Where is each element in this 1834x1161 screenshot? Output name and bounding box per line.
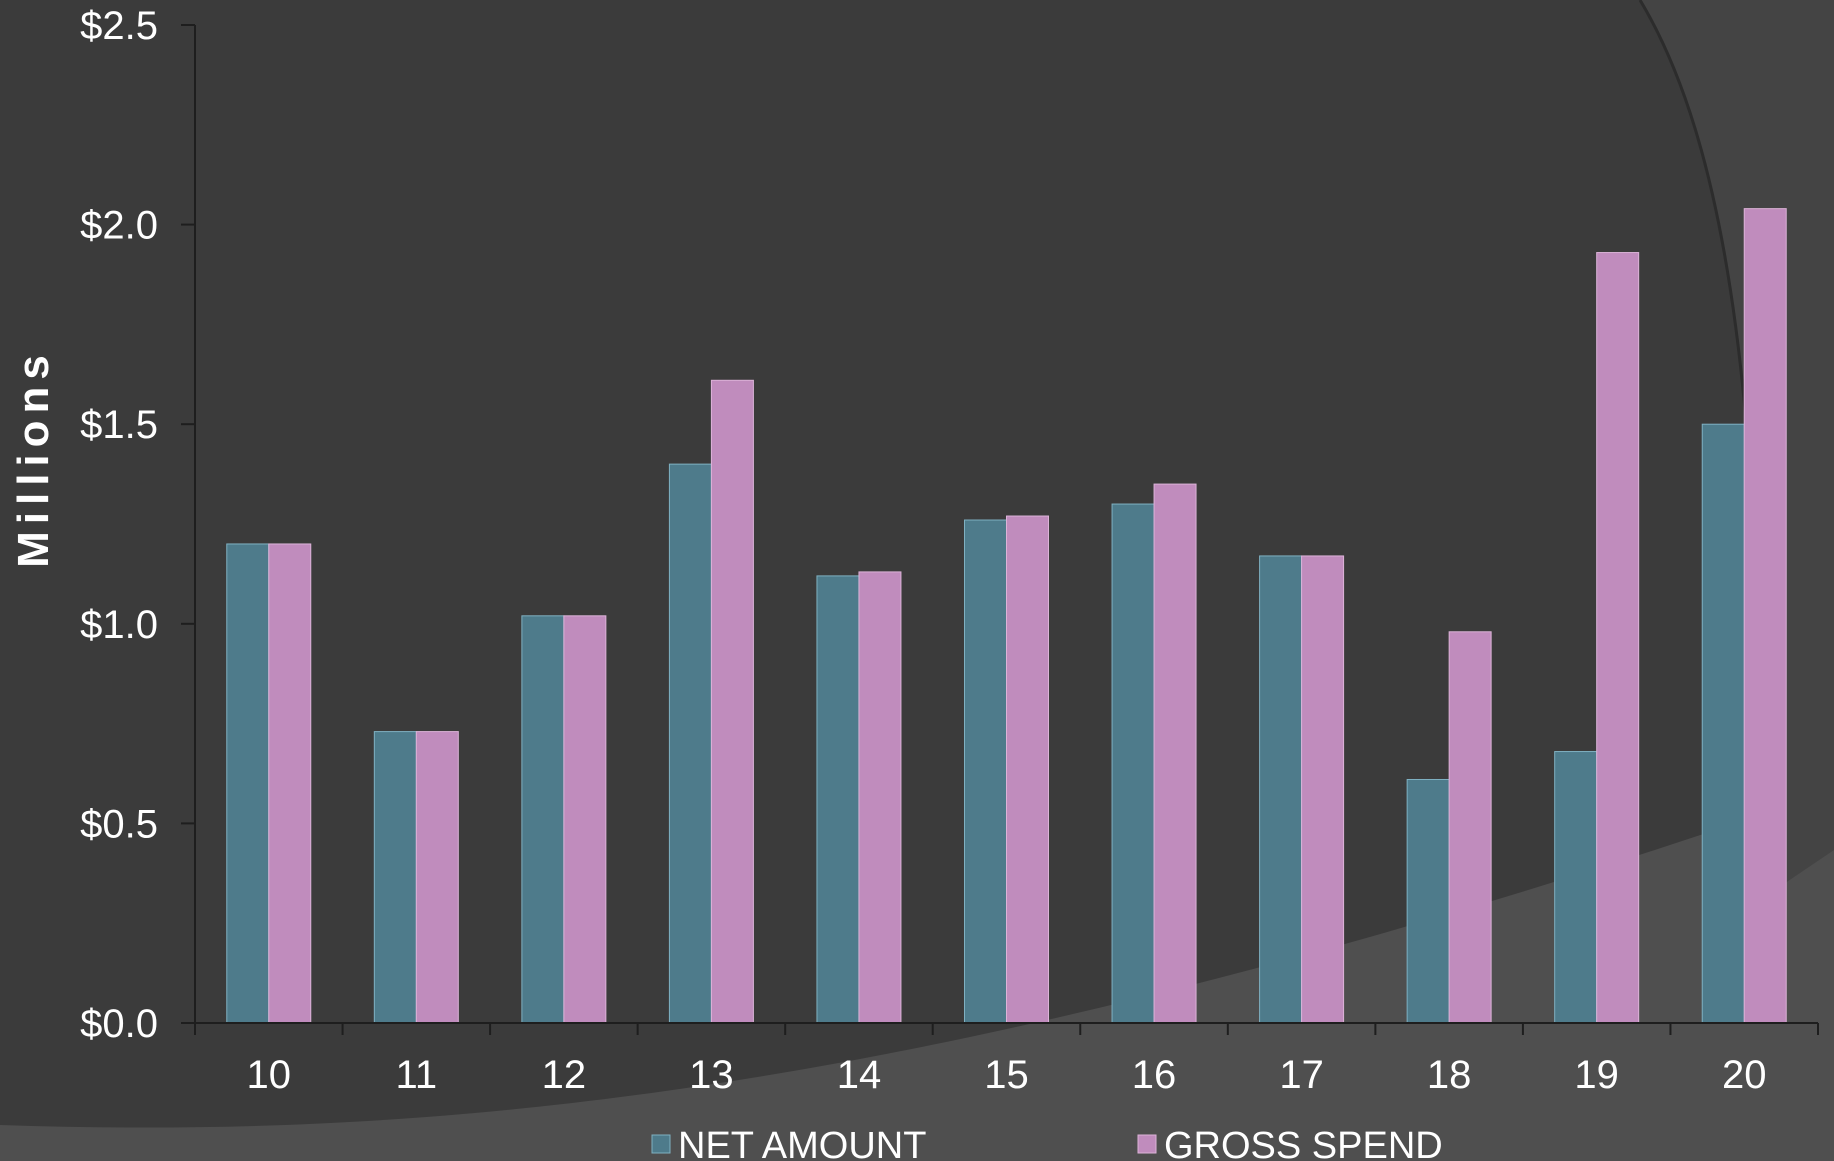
x-tick-label: 11: [396, 1053, 438, 1097]
bar-gross-spend-10: [268, 543, 312, 1024]
bar-net-amount-20: [1701, 423, 1745, 1024]
bar-net-amount-12: [521, 615, 565, 1024]
bar-net-amount-19: [1554, 751, 1598, 1024]
x-tick-label: 19: [1574, 1053, 1619, 1097]
x-tick-labels: 10 11 12 13 14 15 16 17 18 19 20: [247, 1053, 1767, 1097]
bar-gross-spend-13: [710, 379, 754, 1024]
y-tick-label: $1.5: [80, 403, 158, 447]
legend-label-gross-spend: GROSS SPEND: [1164, 1125, 1443, 1161]
x-tick-label: 20: [1722, 1053, 1767, 1097]
x-tick-label: 10: [247, 1053, 292, 1097]
x-tick-label: 15: [984, 1053, 1029, 1097]
x-tick-label: 18: [1427, 1053, 1472, 1097]
bar-net-amount-14: [816, 575, 860, 1024]
x-tick-label: 13: [689, 1053, 734, 1097]
y-tick-label: $1.0: [80, 603, 158, 647]
y-tick-labels: $0.0 $0.5 $1.0 $1.5 $2.0 $2.5: [80, 4, 158, 1046]
y-tick-label: $0.0: [80, 1002, 158, 1046]
x-tick-label: 16: [1132, 1053, 1177, 1097]
bar-gross-spend-20: [1743, 208, 1787, 1024]
bar-gross-spend-18: [1448, 631, 1492, 1024]
y-tick-label: $0.5: [80, 802, 158, 846]
y-tick-label: $2.5: [80, 4, 158, 48]
bar-gross-spend-16: [1153, 483, 1197, 1024]
bar-net-amount-11: [373, 731, 417, 1024]
bar-gross-spend-12: [563, 615, 607, 1024]
tick-marks: [181, 24, 1819, 1035]
legend-swatch-net-amount: [651, 1134, 671, 1154]
bar-gross-spend-11: [415, 731, 459, 1024]
y-tick-label: $2.0: [80, 204, 158, 248]
bar-net-amount-10: [226, 543, 270, 1024]
x-tick-label: 14: [837, 1053, 882, 1097]
legend-label-net-amount: NET AMOUNT: [678, 1125, 926, 1161]
bar-net-amount-16: [1111, 503, 1155, 1024]
background-lower-band: [0, 790, 1834, 1161]
bar-net-amount-18: [1406, 778, 1450, 1024]
legend: NET AMOUNT GROSS SPEND: [651, 1125, 1443, 1161]
y-axis-label: Millions: [9, 348, 58, 568]
bar-net-amount-13: [668, 463, 712, 1024]
x-tick-label: 12: [542, 1053, 587, 1097]
bar-gross-spend-14: [858, 571, 902, 1024]
legend-swatch-gross-spend: [1137, 1134, 1157, 1154]
x-tick-label: 17: [1279, 1053, 1324, 1097]
axes-group: [181, 24, 1819, 1035]
bar-gross-spend-19: [1596, 252, 1640, 1024]
bar-net-amount-15: [964, 519, 1007, 1024]
bar-net-amount-17: [1259, 555, 1303, 1024]
bar-gross-spend-17: [1301, 555, 1345, 1024]
bars-group: [226, 208, 1787, 1024]
bar-gross-spend-15: [1006, 515, 1049, 1024]
